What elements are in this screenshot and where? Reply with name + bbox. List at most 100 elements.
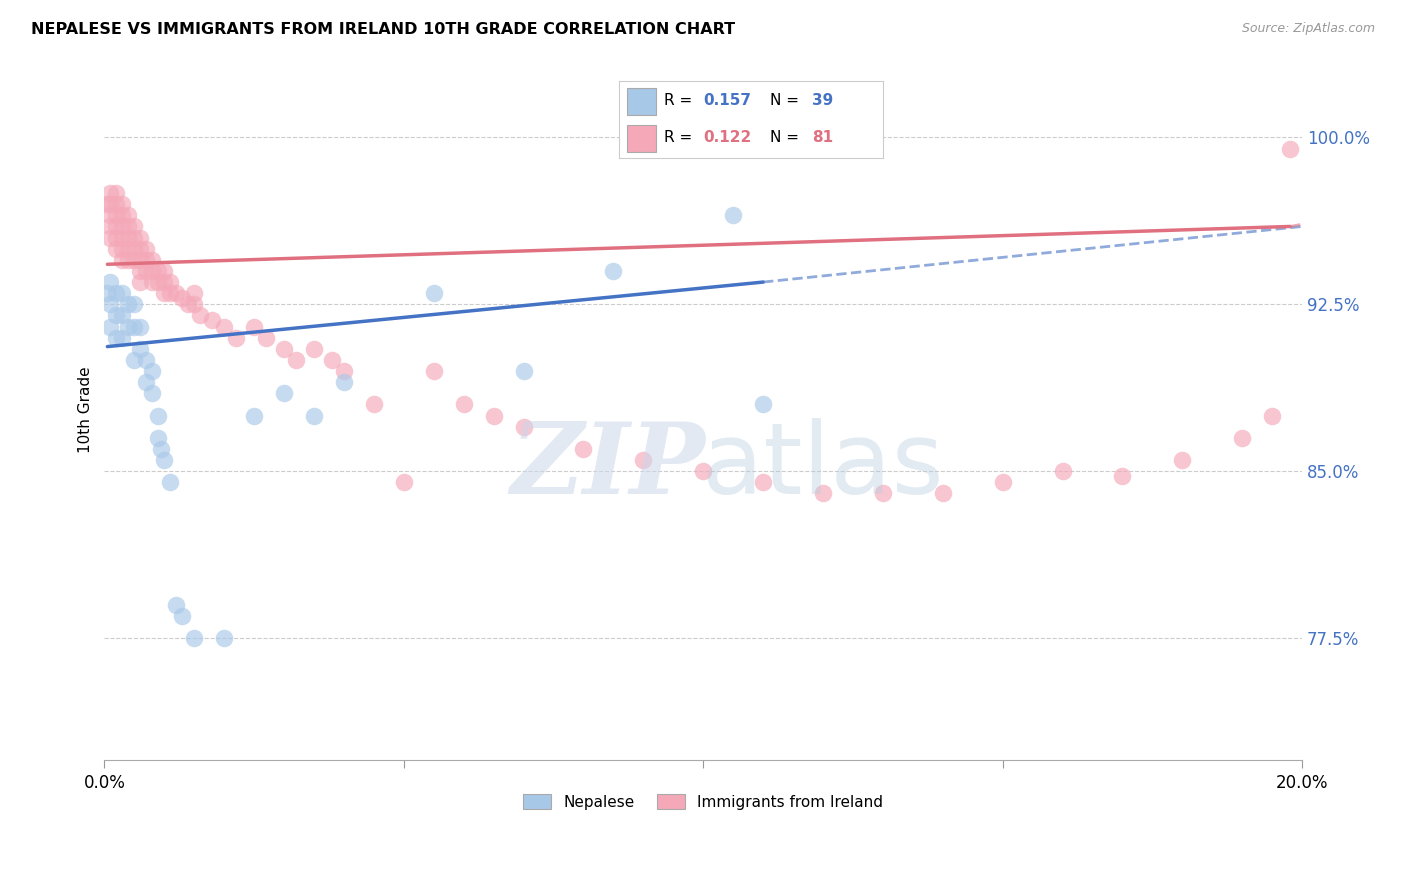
Point	[165, 286, 187, 301]
Point	[124, 230, 146, 244]
Point	[153, 453, 176, 467]
Point	[124, 242, 146, 256]
Text: ZIP: ZIP	[510, 417, 704, 515]
Point	[105, 197, 128, 211]
Point	[124, 319, 146, 334]
Point	[692, 464, 714, 478]
Point	[172, 608, 194, 623]
Point	[991, 475, 1014, 490]
Point	[165, 598, 187, 612]
Point	[111, 208, 134, 222]
Point	[111, 331, 134, 345]
Point	[148, 264, 170, 278]
Point	[135, 252, 157, 267]
Y-axis label: 10th Grade: 10th Grade	[79, 367, 93, 453]
Point	[105, 309, 128, 323]
Legend: Nepalese, Immigrants from Ireland: Nepalese, Immigrants from Ireland	[517, 788, 889, 816]
Point	[602, 264, 624, 278]
Point	[243, 319, 266, 334]
Point	[148, 275, 170, 289]
Point	[129, 275, 152, 289]
Point	[98, 319, 121, 334]
Point	[111, 286, 134, 301]
Point	[172, 291, 194, 305]
Point	[453, 397, 475, 411]
Point	[111, 242, 134, 256]
Point	[212, 319, 235, 334]
Point	[129, 264, 152, 278]
Point	[752, 397, 775, 411]
Point	[159, 475, 181, 490]
Point	[105, 208, 128, 222]
Point	[98, 297, 121, 311]
Point	[932, 486, 955, 500]
Point	[392, 475, 415, 490]
Point	[482, 409, 505, 423]
Point	[105, 242, 128, 256]
Point	[135, 264, 157, 278]
Point	[98, 219, 121, 234]
Point	[153, 264, 176, 278]
Point	[188, 309, 211, 323]
Point	[141, 275, 163, 289]
Point	[721, 208, 744, 222]
Point	[321, 353, 343, 368]
Point	[124, 353, 146, 368]
Point	[333, 375, 356, 389]
Point	[124, 252, 146, 267]
Point	[872, 486, 894, 500]
Point	[159, 286, 181, 301]
Point	[285, 353, 308, 368]
Point	[1111, 468, 1133, 483]
Point	[422, 364, 444, 378]
Point	[117, 242, 139, 256]
Point	[512, 419, 534, 434]
Point	[105, 286, 128, 301]
Point	[105, 230, 128, 244]
Point	[96, 197, 118, 211]
Point	[1279, 142, 1302, 156]
Point	[124, 297, 146, 311]
Point	[153, 286, 176, 301]
Point	[98, 197, 121, 211]
Point	[135, 375, 157, 389]
Point	[633, 453, 655, 467]
Point	[811, 486, 834, 500]
Point	[117, 230, 139, 244]
Point	[159, 275, 181, 289]
Point	[254, 331, 277, 345]
Point	[201, 313, 224, 327]
Point	[333, 364, 356, 378]
Point	[98, 230, 121, 244]
Point	[111, 219, 134, 234]
Point	[129, 242, 152, 256]
Point	[96, 286, 118, 301]
Point	[117, 319, 139, 334]
Point	[302, 409, 325, 423]
Point	[363, 397, 385, 411]
Point	[98, 186, 121, 200]
Point	[124, 219, 146, 234]
Point	[129, 252, 152, 267]
Point	[752, 475, 775, 490]
Point	[302, 342, 325, 356]
Point	[1261, 409, 1284, 423]
Point	[177, 297, 200, 311]
Point	[273, 342, 295, 356]
Point	[212, 631, 235, 645]
Point	[141, 252, 163, 267]
Point	[135, 242, 157, 256]
Point	[117, 219, 139, 234]
Point	[148, 409, 170, 423]
Point	[183, 297, 205, 311]
Point	[117, 297, 139, 311]
Point	[129, 319, 152, 334]
Point	[572, 442, 595, 456]
Point	[1171, 453, 1194, 467]
Point	[225, 331, 247, 345]
Point	[111, 252, 134, 267]
Point	[111, 197, 134, 211]
Point	[1052, 464, 1074, 478]
Point	[135, 353, 157, 368]
Point	[129, 342, 152, 356]
